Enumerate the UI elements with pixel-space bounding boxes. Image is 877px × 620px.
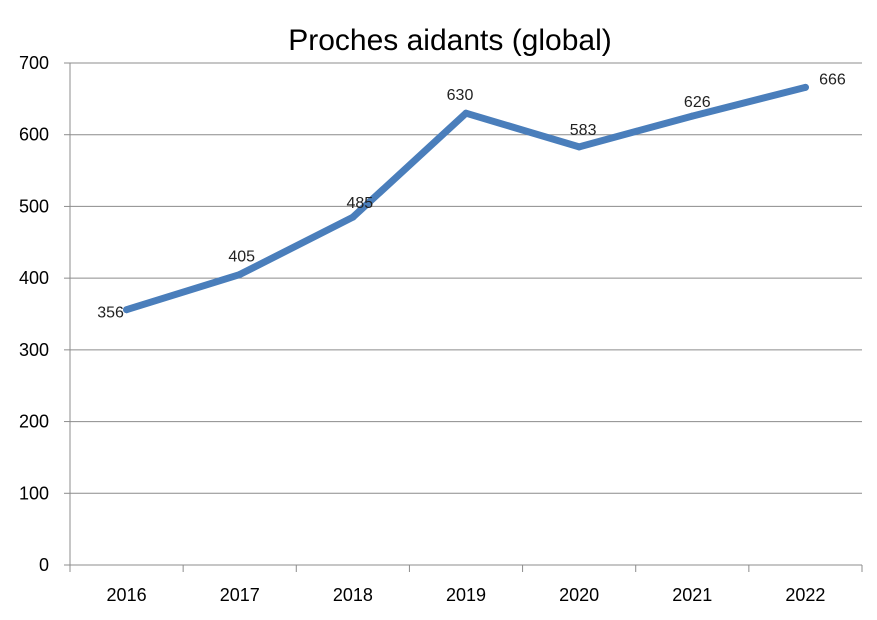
y-tick-label: 300	[19, 340, 49, 360]
data-point	[349, 213, 357, 221]
x-tick-label: 2022	[785, 585, 825, 605]
x-tick-label: 2020	[559, 585, 599, 605]
y-tick-label: 0	[39, 555, 49, 575]
data-label: 630	[447, 87, 474, 104]
y-tick-label: 600	[19, 125, 49, 145]
data-labels: 356 405 485 630 583 626 666	[97, 71, 846, 321]
data-point	[462, 109, 470, 117]
x-tick-label: 2019	[446, 585, 486, 605]
x-tick-label: 2021	[672, 585, 712, 605]
gridlines	[70, 62, 862, 494]
data-label: 626	[684, 94, 711, 111]
data-point	[575, 143, 583, 151]
data-label: 356	[97, 305, 124, 322]
data-point	[688, 112, 696, 120]
x-tick-label: 2017	[220, 585, 260, 605]
x-tick-label: 2016	[107, 585, 147, 605]
x-tick-labels: 2016 2017 2018 2019 2020 2021 2022	[107, 585, 826, 605]
data-label: 405	[228, 249, 255, 266]
y-tick-label: 400	[19, 268, 49, 288]
data-point	[801, 83, 809, 91]
data-point	[123, 306, 131, 314]
data-label: 485	[347, 195, 374, 212]
chart-title: Proches aidants (global)	[288, 24, 612, 57]
data-label: 583	[570, 122, 597, 139]
y-tick-label: 100	[19, 483, 49, 503]
x-tick-label: 2018	[333, 585, 373, 605]
data-point	[236, 271, 244, 279]
series-line	[123, 83, 809, 314]
y-tick-label: 200	[19, 412, 49, 432]
axes	[64, 62, 863, 572]
y-tick-label: 500	[19, 196, 49, 216]
data-label: 666	[819, 71, 846, 88]
series-lines	[123, 83, 809, 314]
y-tick-label: 700	[19, 53, 49, 73]
y-tick-labels: 0 100 200 300 400 500 600 700	[19, 53, 49, 575]
